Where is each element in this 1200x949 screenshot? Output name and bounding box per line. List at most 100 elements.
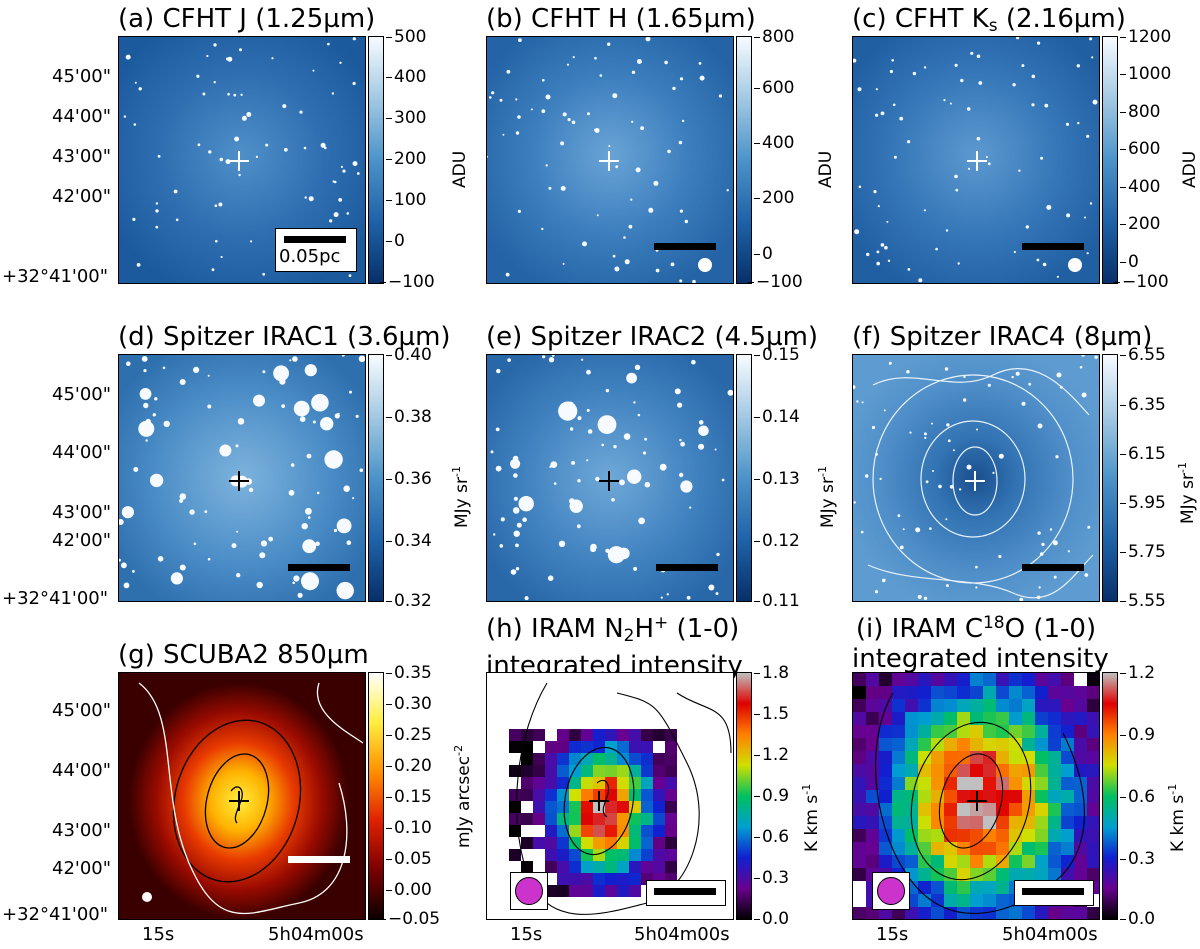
panel-c-unit: ADU xyxy=(1180,150,1200,188)
star xyxy=(301,523,308,530)
map-pixel xyxy=(545,861,557,873)
map-pixel xyxy=(1009,725,1022,738)
star xyxy=(875,113,879,117)
map-pixel xyxy=(892,764,905,777)
star xyxy=(975,565,978,569)
star xyxy=(133,123,137,126)
star xyxy=(289,359,292,362)
star xyxy=(343,485,350,492)
cbar-tick: 0.30 xyxy=(386,694,432,714)
c18o-contours xyxy=(875,692,1085,914)
map-pixel xyxy=(569,753,581,765)
map-pixel xyxy=(996,738,1009,751)
star xyxy=(679,77,684,81)
map-pixel xyxy=(996,686,1009,699)
map-pixel xyxy=(931,816,944,829)
star xyxy=(626,372,637,384)
map-pixel xyxy=(1035,738,1048,751)
cbar-tick: 0.32 xyxy=(386,591,432,611)
irac1-map xyxy=(119,355,365,601)
map-pixel xyxy=(641,801,653,813)
map-pixel xyxy=(665,825,677,837)
map-pixel xyxy=(983,868,996,881)
star xyxy=(978,81,983,85)
cbar-tick: 6.35 xyxy=(1120,395,1166,415)
map-pixel xyxy=(918,751,931,764)
star xyxy=(952,449,955,452)
star xyxy=(691,359,696,365)
star xyxy=(888,361,892,365)
map-pixel xyxy=(533,801,545,813)
cbar-tick: 0.6 xyxy=(753,827,790,847)
map-pixel xyxy=(944,894,957,907)
map-pixel xyxy=(905,855,918,868)
map-pixel xyxy=(983,881,996,894)
star xyxy=(226,57,229,61)
map-pixel xyxy=(1009,907,1022,919)
star xyxy=(290,463,295,467)
star xyxy=(853,58,857,63)
panel-f-image xyxy=(852,354,1100,602)
map-pixel xyxy=(905,738,918,751)
map-pixel xyxy=(593,861,605,873)
map-pixel xyxy=(1035,855,1048,868)
map-pixel xyxy=(892,712,905,725)
star xyxy=(858,185,862,189)
map-pixel xyxy=(569,837,581,849)
star xyxy=(1089,37,1093,41)
map-pixel xyxy=(1009,803,1022,816)
star xyxy=(590,543,597,551)
map-pixel xyxy=(983,842,996,855)
star xyxy=(949,484,954,489)
star xyxy=(666,593,669,596)
dec-origin: +32°41'00" xyxy=(2,266,109,287)
map-pixel xyxy=(1087,855,1099,868)
star xyxy=(352,81,356,86)
map-pixel xyxy=(1074,699,1087,712)
star xyxy=(619,479,625,486)
cbar-tick: 1.8 xyxy=(753,663,790,683)
irac4-contours xyxy=(867,367,1094,599)
star xyxy=(513,473,518,478)
map-pixel xyxy=(983,777,996,790)
star xyxy=(569,498,575,504)
cbar-tick: 800 xyxy=(1119,102,1161,122)
map-pixel xyxy=(918,777,931,790)
star xyxy=(644,481,651,488)
map-pixel xyxy=(593,837,605,849)
star xyxy=(667,149,671,154)
map-pixel xyxy=(866,751,879,764)
map-pixel xyxy=(545,801,557,813)
cbar-tick: 0.35 xyxy=(386,663,432,683)
map-pixel xyxy=(879,855,892,868)
star xyxy=(196,74,200,78)
map-pixel xyxy=(1048,803,1061,816)
map-pixel xyxy=(983,855,996,868)
star xyxy=(640,126,644,131)
map-pixel xyxy=(931,855,944,868)
map-pixel xyxy=(1009,777,1022,790)
map-pixel xyxy=(905,712,918,725)
map-pixel xyxy=(970,894,983,907)
star xyxy=(358,355,365,363)
map-pixel xyxy=(1074,764,1087,777)
ra-tick: 5h04m00s xyxy=(268,924,364,945)
map-pixel xyxy=(617,825,629,837)
map-pixel xyxy=(545,789,557,801)
map-pixel xyxy=(970,686,983,699)
star xyxy=(1056,372,1062,378)
cbar-tick: 0.36 xyxy=(386,469,432,489)
map-pixel xyxy=(853,699,866,712)
map-pixel xyxy=(970,738,983,751)
star xyxy=(227,92,230,96)
map-pixel xyxy=(905,790,918,803)
star xyxy=(949,102,952,105)
panel-i-title-line1: (i) IRAM C18O (1-0) xyxy=(855,613,1097,644)
map-pixel xyxy=(1035,790,1048,803)
panel-c-title: (c) CFHT Ks (2.16µm) xyxy=(852,4,1126,36)
map-pixel xyxy=(617,837,629,849)
map-pixel xyxy=(1061,777,1074,790)
map-pixel xyxy=(521,753,533,765)
star xyxy=(637,413,641,417)
panel-f-title: (f) Spitzer IRAC4 (8µm) xyxy=(852,322,1153,352)
